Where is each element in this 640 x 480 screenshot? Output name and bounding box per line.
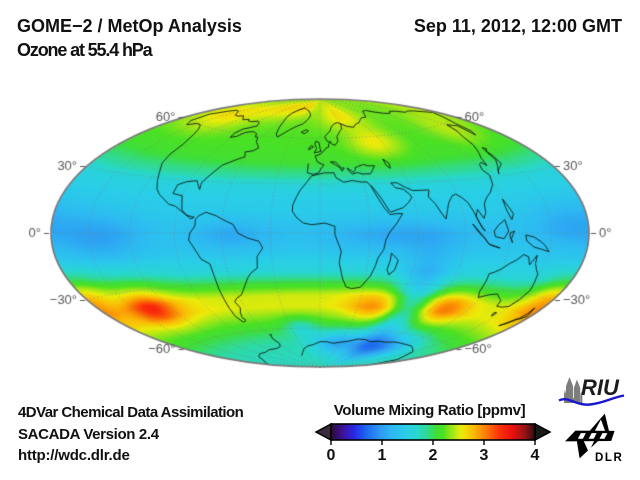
svg-text:RIU: RIU bbox=[581, 375, 620, 400]
svg-text:1: 1 bbox=[378, 447, 387, 464]
svg-text:0: 0 bbox=[327, 447, 336, 464]
svg-text:DLR: DLR bbox=[595, 452, 623, 464]
svg-text:2: 2 bbox=[429, 447, 438, 464]
svg-text:4: 4 bbox=[531, 447, 540, 464]
svg-text:3: 3 bbox=[480, 447, 489, 464]
